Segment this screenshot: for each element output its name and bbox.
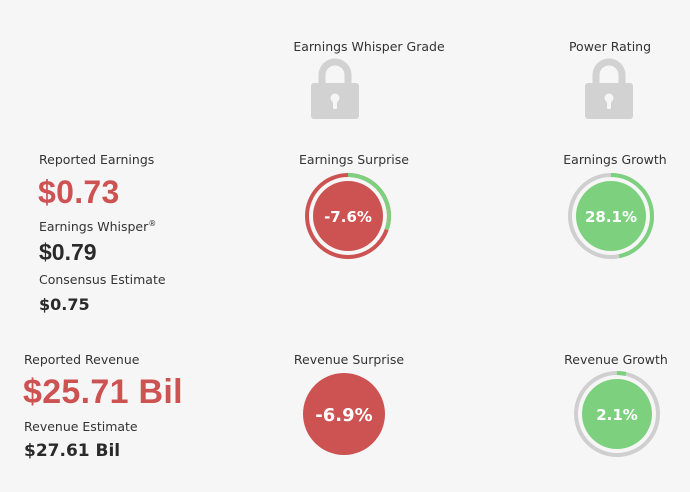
earnings-surprise-gauge: -7.6%	[305, 173, 391, 259]
reported-revenue-value: $25.71 Bil	[23, 373, 183, 411]
gauge-value-text: 28.1%	[585, 208, 637, 226]
consensus-estimate-label: Consensus Estimate	[39, 272, 166, 287]
whisper-grade-lock-icon	[311, 58, 359, 119]
revenue-surprise-label: Revenue Surprise	[293, 352, 405, 367]
power-rating-lock-icon	[585, 58, 633, 119]
earnings-growth-gauge: 28.1%	[568, 173, 654, 259]
reported-revenue-label: Reported Revenue	[24, 352, 140, 367]
gauge-value-text: -6.9%	[315, 405, 372, 426]
gauge-arc	[610, 173, 654, 259]
whisper-grade-label: Earnings Whisper Grade	[293, 39, 445, 54]
earnings-growth-label: Earnings Growth	[563, 152, 667, 167]
gauge-disc	[303, 373, 385, 455]
revenue-growth-label: Revenue Growth	[564, 352, 668, 367]
gauge-value-text: -7.6%	[324, 208, 372, 226]
earnings-whisper-value: $0.79	[39, 239, 97, 265]
gauge-disc	[313, 181, 383, 251]
registered-mark: ®	[148, 219, 157, 228]
gauge-disc	[576, 181, 646, 251]
revenue-estimate-label: Revenue Estimate	[24, 419, 138, 434]
consensus-estimate-value: $0.75	[39, 295, 90, 314]
gauge-value-text: 2.1%	[596, 406, 638, 424]
revenue-estimate-value: $27.61 Bil	[24, 441, 121, 461]
revenue-growth-gauge: 2.1%	[574, 371, 660, 457]
earnings-whisper-label: Earnings Whisper®	[39, 219, 157, 235]
gauge-arc	[616, 371, 627, 376]
reported-earnings-label: Reported Earnings	[39, 152, 155, 167]
revenue-surprise-gauge: -6.9%	[303, 373, 385, 455]
reported-earnings-value: $0.73	[38, 174, 120, 210]
earnings-surprise-label: Earnings Surprise	[299, 152, 409, 167]
gauge-arc	[347, 173, 391, 231]
gauge-disc	[582, 379, 652, 449]
power-rating-label: Power Rating	[568, 39, 652, 54]
